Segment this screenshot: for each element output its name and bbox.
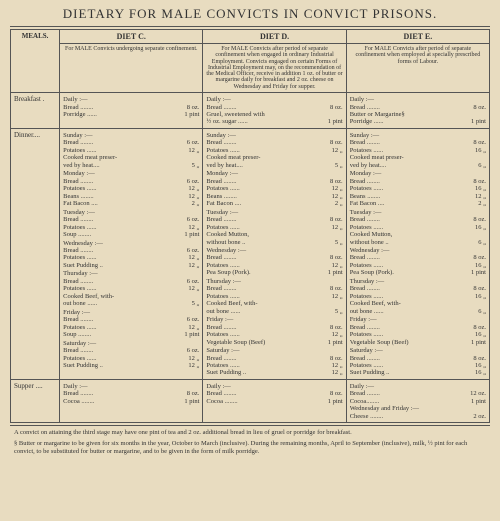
diet-c-desc: For MALE Convicts undergoing separate co… bbox=[60, 44, 203, 93]
diet-d-head: DIET D. bbox=[203, 30, 346, 44]
divider bbox=[10, 425, 490, 426]
dinner-e: Sunday :—Bread ........8 oz.Potatoes ...… bbox=[346, 128, 489, 379]
supper-c: Daily :—Bread ........8 oz.Cocoa .......… bbox=[60, 379, 203, 422]
supper-label: Supper .... bbox=[11, 379, 60, 422]
breakfast-c: Daily :—Bread ........8 oz.Porridge ....… bbox=[60, 93, 203, 129]
dinner-d: Sunday :—Bread ........8 oz.Potatoes ...… bbox=[203, 128, 346, 379]
footnote-b: § Butter or margarine to be given for si… bbox=[10, 440, 490, 456]
breakfast-e: Daily :—Bread ........8 oz.Butter or Mar… bbox=[346, 93, 489, 129]
divider bbox=[10, 26, 490, 27]
supper-e: Daily :—Bread ........12 oz.Cocoa.......… bbox=[346, 379, 489, 422]
diet-e-desc: For MALE Convicts after period of separa… bbox=[346, 44, 489, 93]
dietary-table: MEALS. DIET C. DIET D. DIET E. For MALE … bbox=[10, 29, 490, 423]
diet-e-head: DIET E. bbox=[346, 30, 489, 44]
dinner-c: Sunday :—Bread ........6 oz.Potatoes ...… bbox=[60, 128, 203, 379]
page-title: DIETARY FOR MALE CONVICTS IN CONVICT PRI… bbox=[10, 6, 490, 22]
meals-header: MEALS. bbox=[11, 30, 60, 93]
breakfast-row: Breakfast . Daily :—Bread ........8 oz.P… bbox=[11, 93, 490, 129]
supper-d: Daily :—Bread ........8 oz.Cocoa .......… bbox=[203, 379, 346, 422]
diet-d-desc: For MALE Convicts after period of separa… bbox=[203, 44, 346, 93]
dinner-label: Dinner.... bbox=[11, 128, 60, 379]
diet-c-head: DIET C. bbox=[60, 30, 203, 44]
supper-row: Supper .... Daily :—Bread ........8 oz.C… bbox=[11, 379, 490, 422]
footnote-a: A convict on attaining the third stage m… bbox=[10, 429, 490, 437]
breakfast-label: Breakfast . bbox=[11, 93, 60, 129]
breakfast-d: Daily :—Bread ........8 oz.Gruel, sweete… bbox=[203, 93, 346, 129]
dinner-row: Dinner.... Sunday :—Bread ........6 oz.P… bbox=[11, 128, 490, 379]
